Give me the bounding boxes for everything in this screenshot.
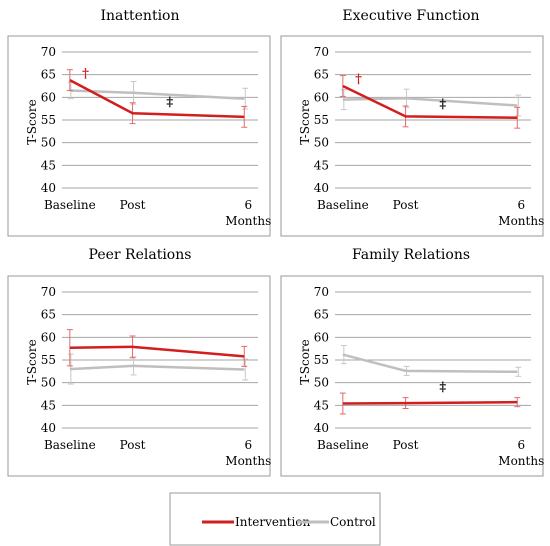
significance-marker: ‡	[439, 380, 446, 395]
y-tick-label: 65	[314, 68, 329, 82]
series-line-intervention	[342, 400, 518, 405]
x-tick-label: Post	[120, 198, 146, 212]
y-tick-label: 60	[41, 90, 56, 104]
chart-frame	[280, 35, 544, 237]
series-line-intervention	[69, 79, 245, 119]
y-tick-label: 55	[314, 353, 329, 367]
panel-executive-function: Executive Function T-Score 40 45 50 55 60 65 7…	[280, 8, 544, 237]
y-tick-label: 50	[41, 136, 56, 150]
significance-marker: ‡	[439, 97, 446, 112]
legend-label-control: Control	[330, 515, 376, 529]
y-tick-label: 55	[314, 113, 329, 127]
y-tick-label: 60	[314, 90, 329, 104]
series-line-intervention	[69, 345, 245, 358]
y-tick-label: 65	[41, 308, 56, 322]
x-tick-label: 6	[517, 438, 525, 452]
y-tick-label: 65	[314, 308, 329, 322]
x-tick-label: Months	[498, 214, 544, 228]
y-tick-label: 70	[41, 45, 56, 59]
panel-title: Family Relations	[352, 247, 470, 263]
panel-title: Executive Function	[342, 8, 479, 24]
y-tick-label: 65	[41, 68, 56, 82]
y-tick-label: 45	[41, 398, 56, 412]
x-tick-label: Post	[393, 438, 419, 452]
y-tick-label: 55	[41, 113, 56, 127]
y-tick-label: 50	[41, 376, 56, 390]
y-tick-label: 45	[314, 158, 329, 172]
y-tick-label: 40	[41, 181, 56, 195]
y-tick-label: 70	[314, 285, 329, 299]
y-tick-label: 50	[314, 376, 329, 390]
x-tick-label: Months	[498, 454, 544, 468]
y-tick-label: 60	[314, 330, 329, 344]
panel-title: Peer Relations	[89, 247, 192, 263]
y-tick-label: 70	[41, 285, 56, 299]
y-tick-label: 70	[314, 45, 329, 59]
y-tick-label: 40	[314, 181, 329, 195]
significance-marker: †	[355, 72, 362, 87]
y-tick-label: 60	[41, 330, 56, 344]
y-tick-label: 40	[314, 421, 329, 435]
x-tick-label: Baseline	[317, 198, 369, 212]
panel-peer-relations: Peer Relations T-Score 40 45 50 55 60 65 70 Bas…	[7, 247, 271, 477]
x-tick-label: Baseline	[44, 198, 96, 212]
legend-label-intervention: Intervention	[235, 515, 311, 529]
y-tick-label: 45	[314, 398, 329, 412]
y-axis-label: T-Score	[298, 99, 312, 145]
series-line-intervention	[342, 84, 518, 119]
y-tick-label: 40	[41, 421, 56, 435]
x-tick-label: Baseline	[317, 438, 369, 452]
x-tick-label: 6	[517, 198, 525, 212]
panel-family-relations: Family Relations T-Score 40 45 50 55 60 65 70 B…	[280, 247, 544, 477]
y-tick-label: 45	[41, 158, 56, 172]
x-tick-label: Months	[225, 214, 271, 228]
y-axis-label: T-Score	[25, 99, 39, 145]
x-tick-label: Post	[393, 198, 419, 212]
x-tick-label: Months	[225, 454, 271, 468]
x-tick-label: Post	[120, 438, 146, 452]
chart-frame	[7, 35, 271, 237]
significance-marker: ‡	[166, 95, 173, 110]
series-line-control	[342, 353, 518, 374]
significance-marker: †	[82, 66, 89, 81]
x-tick-label: 6	[244, 438, 252, 452]
series-line-control	[69, 364, 245, 371]
panel-title: Inattention	[101, 8, 180, 24]
x-tick-label: 6	[244, 198, 252, 212]
legend: Intervention Control	[169, 492, 381, 546]
y-tick-label: 55	[41, 353, 56, 367]
y-axis-label: T-Score	[298, 339, 312, 385]
legend-frame	[169, 492, 381, 546]
chart-frame	[280, 275, 544, 477]
x-tick-label: Baseline	[44, 438, 96, 452]
panel-inattention: Inattention T-Score 40 45 50 55 60 65 70 Baseli…	[7, 8, 271, 237]
series-line-control	[342, 96, 518, 107]
y-tick-label: 50	[314, 136, 329, 150]
chart-frame	[7, 275, 271, 477]
y-axis-label: T-Score	[25, 339, 39, 385]
